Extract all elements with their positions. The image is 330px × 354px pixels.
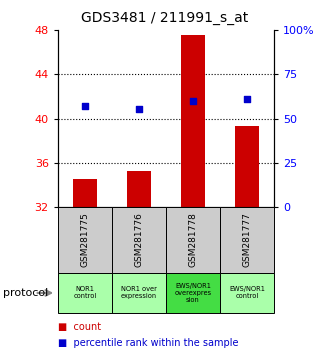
Bar <box>220 207 274 273</box>
Text: GDS3481 / 211991_s_at: GDS3481 / 211991_s_at <box>82 11 248 25</box>
Text: GSM281775: GSM281775 <box>80 212 89 267</box>
Bar <box>166 273 220 313</box>
Text: protocol: protocol <box>3 288 49 298</box>
Point <box>190 98 195 104</box>
Point <box>136 106 142 112</box>
Text: GSM281777: GSM281777 <box>242 212 251 267</box>
Bar <box>58 207 112 273</box>
Point <box>244 96 249 102</box>
Bar <box>112 273 166 313</box>
Text: NOR1
control: NOR1 control <box>73 286 96 299</box>
Point <box>82 103 87 109</box>
Bar <box>58 273 112 313</box>
Bar <box>73 179 97 207</box>
Text: NOR1 over
expression: NOR1 over expression <box>121 286 157 299</box>
Text: ■  percentile rank within the sample: ■ percentile rank within the sample <box>58 338 238 348</box>
Bar <box>181 34 205 207</box>
Bar <box>235 126 259 207</box>
Text: EWS/NOR1
overexpres
sion: EWS/NOR1 overexpres sion <box>174 283 212 303</box>
Text: GSM281778: GSM281778 <box>188 212 197 267</box>
Text: GSM281776: GSM281776 <box>134 212 143 267</box>
Bar <box>166 207 220 273</box>
Bar <box>112 207 166 273</box>
Text: EWS/NOR1
control: EWS/NOR1 control <box>229 286 265 299</box>
Bar <box>220 273 274 313</box>
Text: ■  count: ■ count <box>58 322 101 332</box>
Bar <box>127 171 151 207</box>
